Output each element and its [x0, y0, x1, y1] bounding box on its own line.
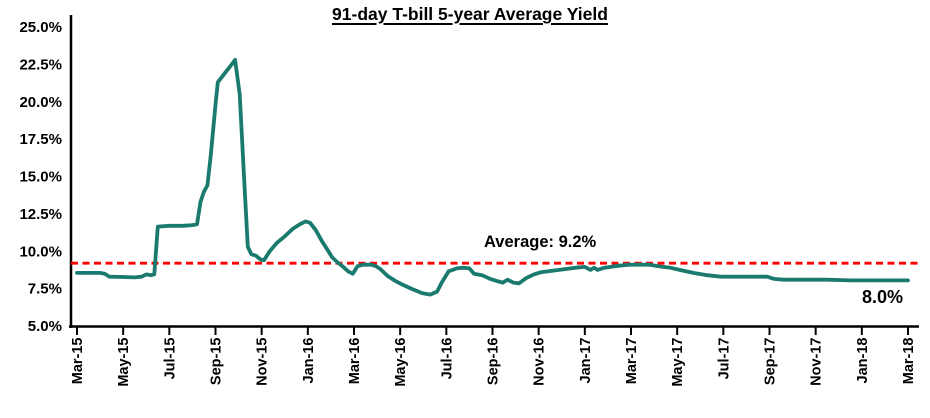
x-tick-label: Nov-15 — [255, 338, 271, 386]
x-tick-label: Jul-17 — [716, 338, 732, 380]
x-tick-label: Jul-16 — [439, 338, 455, 380]
x-tick-label: Jan-16 — [301, 338, 317, 384]
y-tick-label: 15.0% — [19, 169, 62, 186]
x-tick-label: Nov-16 — [532, 338, 548, 386]
x-tick-label: Jan-17 — [578, 338, 594, 384]
x-tick-label: Sep-16 — [486, 338, 502, 386]
y-tick-label: 12.5% — [19, 206, 62, 223]
y-tick-label: 25.0% — [19, 19, 62, 36]
end-value-label: 8.0% — [862, 287, 904, 307]
x-tick-label: Sep-17 — [763, 338, 779, 386]
x-tick-label: Mar-16 — [347, 338, 363, 385]
x-tick-label: May-15 — [116, 338, 132, 387]
y-tick-label: 22.5% — [19, 56, 62, 73]
y-tick-label: 17.5% — [19, 131, 62, 148]
y-tick-label: 10.0% — [19, 243, 62, 260]
x-tick-label: May-16 — [393, 338, 409, 387]
average-annotation: Average: 9.2% — [484, 233, 597, 251]
x-tick-label: Mar-18 — [901, 338, 917, 385]
yield-series-line — [75, 58, 910, 297]
y-tick-label: 20.0% — [19, 94, 62, 111]
chart-title: 91-day T-bill 5-year Average Yield — [10, 4, 930, 25]
x-tick-label: Mar-15 — [70, 338, 86, 385]
x-tick-label: May-17 — [670, 338, 686, 387]
y-tick-label: 5.0% — [28, 318, 62, 335]
x-tick-label: Jan-18 — [855, 338, 871, 384]
x-tick-label: Sep-15 — [209, 338, 225, 386]
x-tick-label: Nov-17 — [809, 338, 825, 386]
x-tick-label: Mar-17 — [624, 338, 640, 385]
y-tick-label: 7.5% — [28, 281, 62, 298]
x-tick-label: Jul-15 — [162, 338, 178, 380]
chart-title-text: 91-day T-bill 5-year Average Yield — [332, 4, 608, 24]
